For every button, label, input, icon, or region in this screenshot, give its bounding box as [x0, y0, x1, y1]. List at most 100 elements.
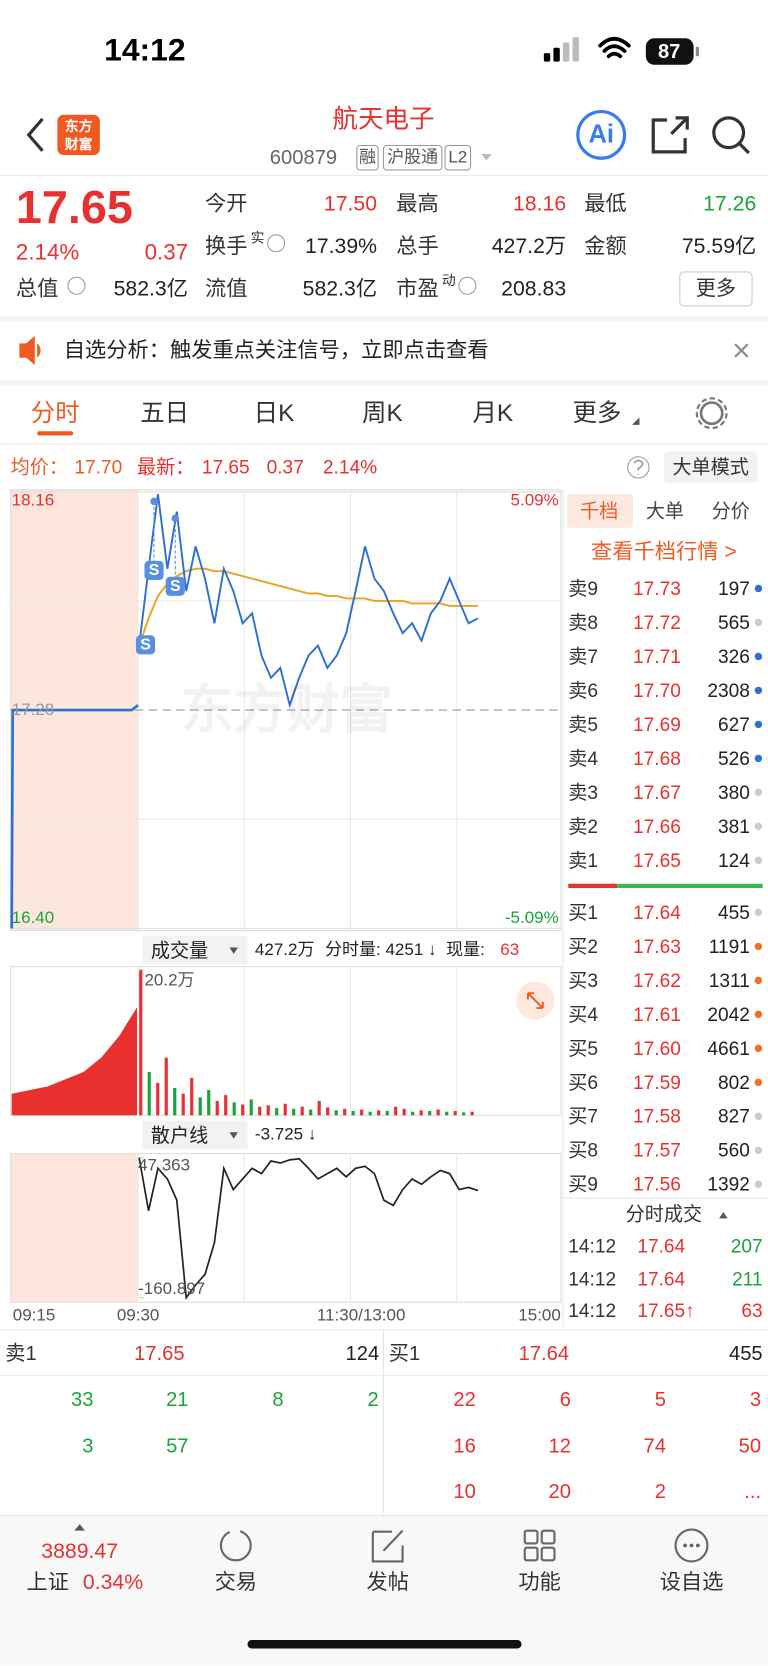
- book-link[interactable]: 查看千档行情 >: [590, 540, 737, 565]
- ai-button[interactable]: [576, 109, 627, 160]
- field-value: 427.2万: [491, 234, 567, 259]
- tab-selected: [567, 493, 634, 528]
- index-value[interactable]: 3889.47: [41, 1540, 119, 1564]
- post-icon: [371, 1529, 404, 1563]
- signal-badge[interactable]: [165, 576, 185, 596]
- level-label: 买9: [568, 1173, 599, 1195]
- info-icon[interactable]: [67, 276, 86, 295]
- logo-text: 东方: [64, 118, 93, 135]
- queue-order: 10: [453, 1481, 476, 1504]
- more-button[interactable]: [679, 271, 753, 307]
- volume-tick-label: 20.2万: [144, 971, 195, 990]
- level-volume: 381: [717, 815, 750, 838]
- trade-volume: 207: [730, 1235, 763, 1257]
- queue-order: 6: [559, 1388, 571, 1412]
- search-button[interactable]: [712, 116, 746, 150]
- field-value: 18.16: [512, 192, 567, 216]
- level-volume: 326: [717, 645, 750, 668]
- nav-item[interactable]: 设自选: [659, 1570, 724, 1595]
- queue-order: 33: [71, 1388, 94, 1412]
- queue-order: 21: [166, 1388, 189, 1412]
- mode-label[interactable]: 大单模式: [672, 456, 749, 478]
- more-label[interactable]: 更多: [695, 277, 737, 301]
- queue-label: 买1: [388, 1343, 421, 1366]
- period-tab[interactable]: 分时: [30, 398, 80, 427]
- indicator-name[interactable]: 成交量: [150, 940, 209, 962]
- notice-text[interactable]: 自选分析：触发重点关注信号，立即点击查看: [63, 338, 489, 363]
- level-dot: [754, 1010, 763, 1019]
- close-button[interactable]: [734, 343, 749, 358]
- level-label: 买8: [568, 1139, 599, 1161]
- nav-item[interactable]: 交易: [214, 1570, 258, 1595]
- volume-bar: [428, 1110, 432, 1116]
- queue-price: 17.64: [518, 1343, 570, 1366]
- indicator-value: -3.725 ↓: [254, 1125, 317, 1144]
- price-line: [138, 494, 479, 709]
- level-dot: [754, 856, 763, 865]
- home-indicator: [247, 1640, 522, 1649]
- period-tab[interactable]: 月K: [472, 398, 514, 427]
- back-button[interactable]: [26, 117, 44, 152]
- x-tick-label: 09:15: [12, 1306, 56, 1325]
- y-tick-label: 18.16: [11, 491, 55, 510]
- volume-bar: [343, 1108, 347, 1116]
- total-volume: 427.2万: [254, 941, 315, 960]
- share-button[interactable]: [651, 116, 689, 154]
- trades-title[interactable]: 分时成交: [625, 1203, 703, 1225]
- stock-tag: 融: [359, 148, 377, 167]
- nav-item[interactable]: 功能: [518, 1570, 561, 1595]
- signal-label[interactable]: S: [148, 561, 160, 580]
- volume-bar: [139, 969, 143, 1116]
- help-icon[interactable]: [627, 456, 650, 479]
- volume-bar: [147, 1072, 151, 1116]
- settings-button[interactable]: [699, 401, 724, 426]
- book-tab[interactable]: 千档: [579, 500, 619, 522]
- signal-label[interactable]: S: [140, 635, 151, 654]
- queue-order: 74: [643, 1435, 666, 1458]
- nav-item[interactable]: 发帖: [366, 1570, 409, 1595]
- y2-tick-label: -5.09%: [504, 909, 559, 928]
- mode-button[interactable]: [663, 451, 758, 484]
- retail-tick-label: 47.363: [138, 1156, 191, 1175]
- signal-bar: [572, 37, 579, 62]
- period-tab[interactable]: 周K: [362, 398, 403, 427]
- period-tab[interactable]: 更多: [572, 398, 622, 427]
- ai-label[interactable]: Ai: [588, 120, 614, 149]
- index-name[interactable]: 上证: [26, 1570, 70, 1595]
- signal-badge[interactable]: [144, 560, 164, 580]
- info-icon[interactable]: [267, 234, 286, 253]
- logo-text: 财富: [64, 136, 93, 153]
- trade-time: 14:12: [568, 1267, 617, 1289]
- level-price: 17.56: [633, 1173, 681, 1195]
- trade-price: 17.64: [637, 1235, 686, 1257]
- level-label: 买4: [568, 1003, 599, 1026]
- queue-order: 20: [548, 1481, 571, 1504]
- indicator-name[interactable]: 散户线: [150, 1124, 209, 1147]
- level-dot: [754, 822, 763, 831]
- level-dot: [754, 652, 763, 661]
- queue-order: ...: [744, 1481, 762, 1504]
- dropdown-caret: [229, 1132, 238, 1139]
- book-tab[interactable]: 大单: [645, 500, 685, 522]
- dropdown-caret[interactable]: [481, 154, 492, 161]
- period-tab[interactable]: 日K: [253, 398, 295, 427]
- level-label: 卖6: [568, 679, 599, 702]
- signal-label[interactable]: S: [169, 577, 181, 596]
- info-icon[interactable]: [458, 276, 477, 295]
- trade-time: 14:12: [568, 1235, 617, 1257]
- field-sup: 实: [250, 229, 265, 246]
- dropdown-box[interactable]: [142, 1120, 248, 1150]
- trade-icon: [219, 1529, 252, 1562]
- book-tab[interactable]: 分价: [711, 500, 750, 522]
- trade-price: 17.65↑: [637, 1300, 695, 1322]
- period-tab[interactable]: 五日: [140, 398, 190, 427]
- level-volume: 1392: [707, 1173, 750, 1195]
- current-volume-label: 现量:: [446, 941, 485, 960]
- level-dot: [754, 1146, 763, 1155]
- dropdown-box[interactable]: [142, 935, 248, 965]
- level-price: 17.65: [633, 849, 681, 872]
- battery-nub: [695, 46, 699, 57]
- y-tick-label: 17.28: [11, 700, 55, 719]
- signal-badge[interactable]: [135, 635, 156, 655]
- index-change[interactable]: 0.34%: [82, 1570, 144, 1595]
